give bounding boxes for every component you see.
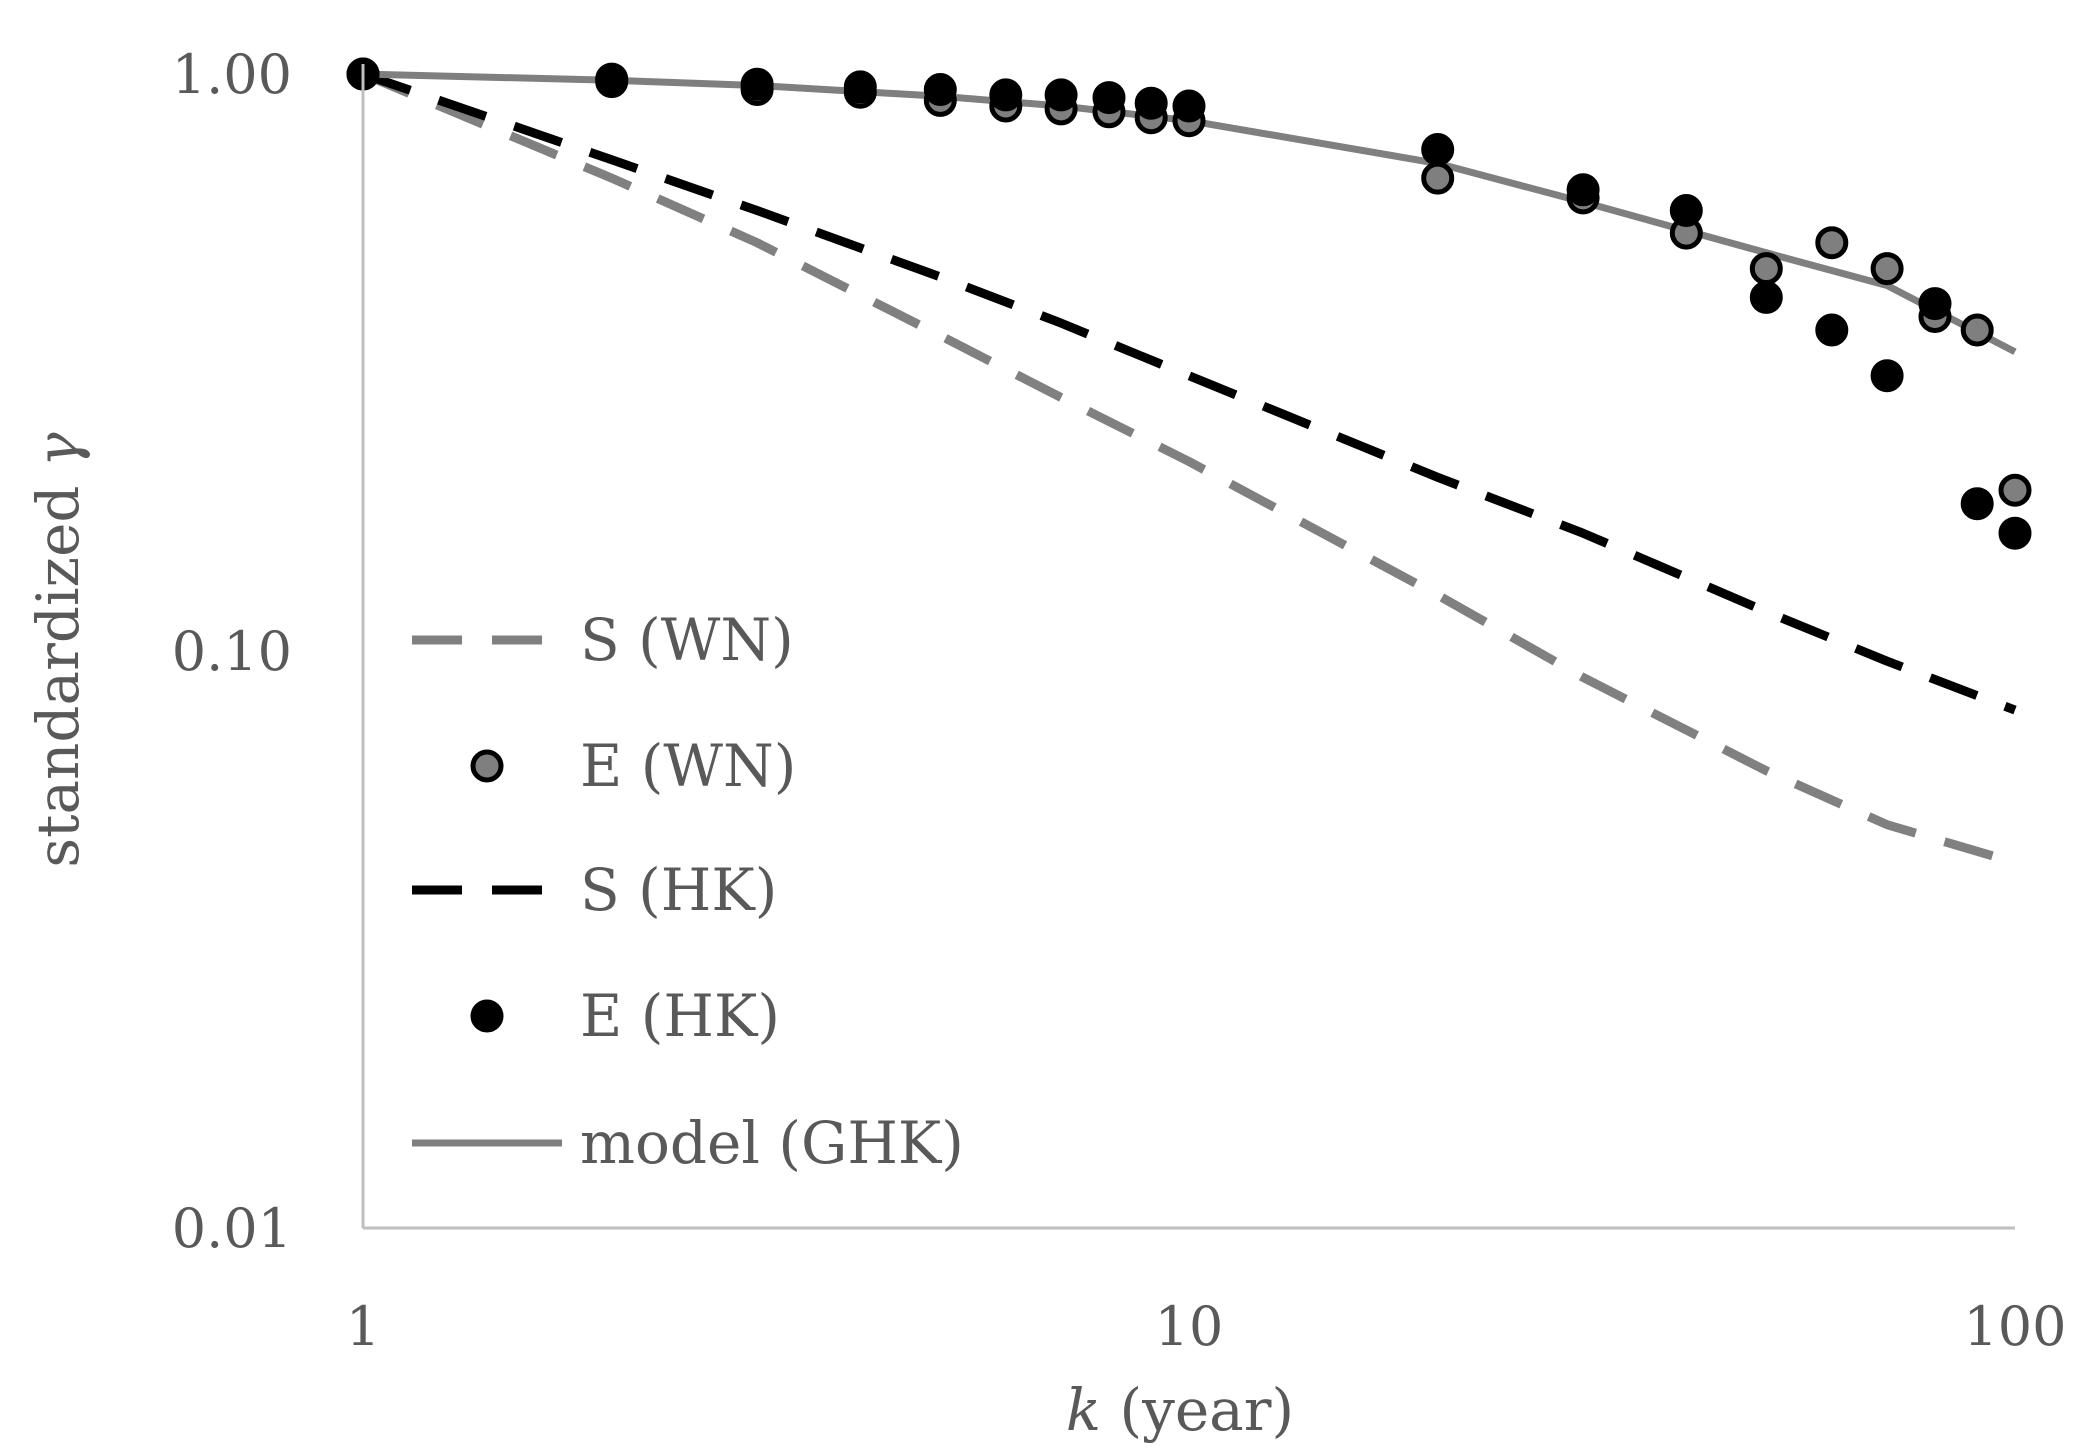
- legend-key-e-hk: [470, 999, 504, 1033]
- y-axis-variable: γ: [24, 432, 92, 467]
- data-point-e-wn: [1870, 252, 1904, 286]
- x-axis-label-rest: (year): [1101, 1376, 1294, 1444]
- data-point-e-hk: [1918, 287, 1952, 321]
- legend-label-s-hk: S (HK): [580, 856, 777, 924]
- y-tick-label: 0.10: [172, 620, 292, 683]
- data-point-e-hk: [1870, 359, 1904, 393]
- y-axis-title: standardized γ: [24, 432, 92, 868]
- x-ticks: 1 10 100: [346, 1295, 2067, 1358]
- data-point-e-hk: [740, 67, 774, 101]
- data-point-e-wn: [1421, 161, 1455, 195]
- legend-label-model-ghk: model (GHK): [580, 1109, 964, 1177]
- y-tick-label: 1.00: [172, 43, 292, 106]
- x-tick-label: 100: [1963, 1295, 2066, 1358]
- data-point-e-hk: [989, 78, 1023, 112]
- data-point-e-hk: [595, 62, 629, 96]
- data-point-e-hk: [1172, 89, 1206, 123]
- data-point-e-hk: [1815, 313, 1849, 347]
- x-tick-label: 10: [1155, 1295, 1224, 1358]
- data-point-e-hk: [1960, 487, 1994, 521]
- axes: [361, 64, 2015, 1230]
- x-axis-variable: k: [1066, 1376, 1101, 1444]
- x-axis-title: k (year): [1066, 1376, 1294, 1444]
- series-line-s-hk: [361, 69, 2017, 715]
- data-point-e-hk: [1134, 86, 1168, 120]
- data-point-e-wn: [1998, 473, 2032, 507]
- y-axis-label-text: standardized: [24, 467, 92, 868]
- data-point-e-hk: [1092, 81, 1126, 115]
- data-point-e-hk: [1566, 173, 1600, 207]
- legend-label-e-hk: E (HK): [580, 982, 780, 1050]
- data-point-e-hk: [923, 73, 957, 106]
- data-point-e-hk: [1044, 78, 1078, 112]
- data-point-e-wn: [1815, 226, 1849, 260]
- data-point-e-hk: [1998, 516, 2032, 550]
- legend-label-s-wn: S (WN): [580, 606, 794, 674]
- legend-label-e-wn: E (WN): [580, 732, 796, 800]
- data-point-e-hk: [1749, 280, 1783, 314]
- data-point-e-hk: [843, 70, 877, 104]
- data-point-e-hk: [1669, 194, 1703, 227]
- y-ticks: 1.00 0.10 0.01: [172, 43, 292, 1260]
- x-tick-label: 1: [346, 1295, 380, 1358]
- plot-markers: [346, 57, 2032, 550]
- data-point-e-hk: [1421, 133, 1455, 166]
- series-line-s-wn: [361, 69, 2017, 867]
- y-tick-label: 0.01: [172, 1197, 292, 1260]
- legend: S (WN) E (WN) S (HK) E (HK) model (GHK): [412, 606, 964, 1177]
- data-point-e-wn: [1960, 313, 1994, 347]
- data-point-e-wn: [1749, 252, 1783, 286]
- legend-key-e-wn: [470, 749, 504, 783]
